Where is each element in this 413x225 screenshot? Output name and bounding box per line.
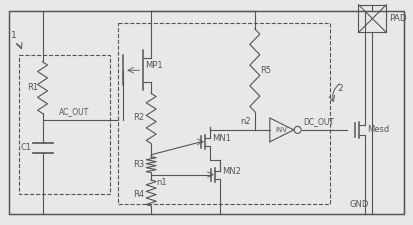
Bar (19, 55, 110, 194)
Text: R4: R4 (133, 190, 145, 199)
Text: AC_OUT: AC_OUT (59, 108, 89, 117)
Text: R1: R1 (28, 83, 39, 92)
Text: R3: R3 (133, 160, 145, 169)
Text: INV: INV (276, 127, 288, 133)
Text: 2: 2 (337, 84, 343, 93)
Text: R5: R5 (260, 66, 271, 75)
Text: DC_OUT: DC_OUT (304, 117, 335, 126)
Text: R2: R2 (133, 113, 145, 122)
Text: GND: GND (349, 200, 369, 209)
Text: n2: n2 (240, 117, 251, 126)
Text: n1: n1 (156, 178, 167, 187)
Text: MP1: MP1 (145, 61, 163, 70)
Text: PAD: PAD (389, 14, 407, 23)
Text: Mesd: Mesd (368, 125, 390, 134)
Bar (358, 5, 387, 32)
Text: MN1: MN1 (212, 134, 231, 143)
Text: MN2: MN2 (222, 167, 241, 176)
Text: 1: 1 (11, 31, 17, 40)
Text: C1: C1 (21, 143, 32, 152)
Bar (118, 22, 330, 205)
